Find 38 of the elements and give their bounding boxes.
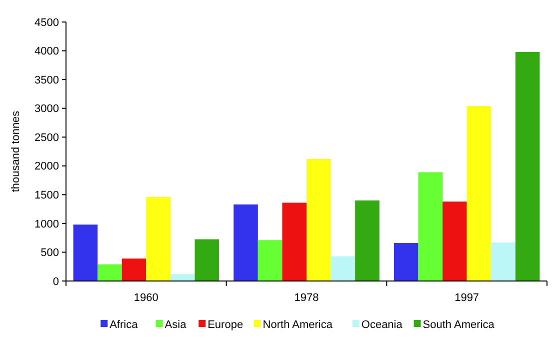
bar [258,240,282,281]
legend-label: Africa [110,319,139,331]
bar [170,274,195,281]
bar [466,106,492,281]
bar [418,172,443,281]
bar [394,243,418,281]
x-tick-label: 1960 [134,292,158,304]
legend-label: Asia [164,319,188,331]
bar [234,204,258,281]
bar [146,196,170,281]
bar [515,52,540,281]
y-tick-label: 2000 [34,160,59,173]
bar [306,158,331,281]
legend-label: North America [262,319,334,331]
y-tick-label: 2500 [34,132,59,144]
bar [73,224,98,281]
x-tick-label: 1997 [454,292,480,304]
y-tick-label: 1500 [34,190,59,202]
y-axis-title: thousand tonnes [10,110,22,192]
bar [122,258,146,281]
y-tick-label: 3500 [34,74,59,86]
y-tick-label: 4500 [34,16,59,29]
y-tick-label: 0 [52,276,59,288]
bar [491,242,516,281]
bar [355,200,380,281]
legend-label: Oceania [361,319,404,331]
bar [98,264,122,281]
y-tick-label: 1000 [34,218,59,230]
bar [282,202,306,281]
x-tick-label: 1978 [294,292,319,304]
legend-label: Europe [208,319,244,331]
bar [330,256,356,281]
legend-label: South America [422,319,496,331]
bar [442,202,467,281]
bar [194,239,220,281]
y-tick-label: 3000 [34,103,59,116]
y-tick-label: 4000 [34,46,59,58]
y-tick-label: 500 [40,247,59,260]
